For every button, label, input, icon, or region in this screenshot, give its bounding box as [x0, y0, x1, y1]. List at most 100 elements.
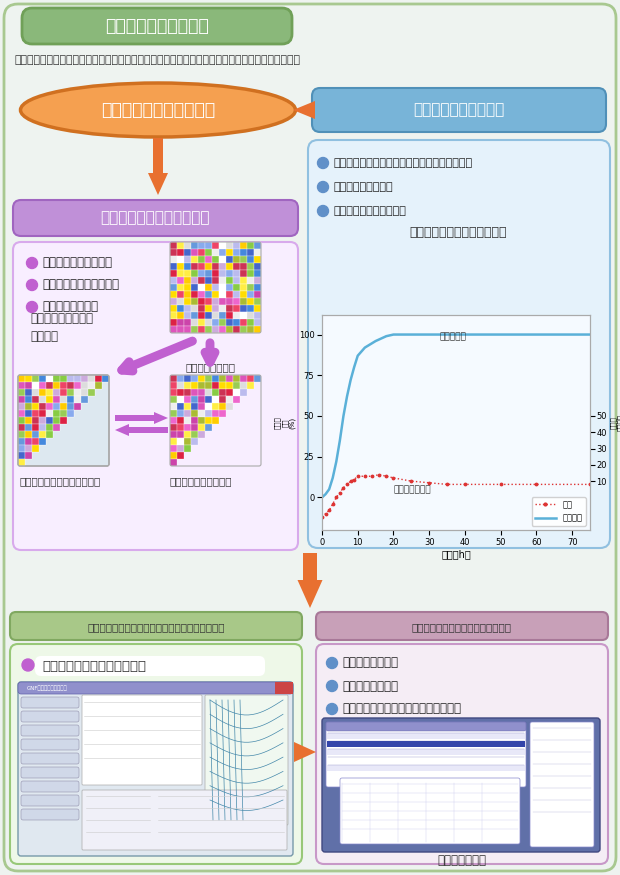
- Bar: [74, 382, 81, 388]
- Bar: [81, 375, 87, 382]
- Bar: [53, 375, 60, 382]
- Bar: [226, 242, 232, 248]
- Bar: [74, 403, 81, 410]
- Text: 燃料シャッフリング
計画の例: 燃料シャッフリング 計画の例: [30, 312, 93, 344]
- Bar: [233, 242, 239, 248]
- Bar: [170, 249, 177, 255]
- Bar: [170, 417, 177, 424]
- Bar: [67, 389, 74, 396]
- Bar: [191, 284, 198, 290]
- Bar: [226, 375, 232, 382]
- Bar: [198, 319, 205, 326]
- Bar: [191, 312, 198, 318]
- Text: 運転データの評価・検討: 運転データの評価・検討: [333, 206, 406, 216]
- FancyBboxPatch shape: [82, 695, 202, 785]
- Bar: [25, 396, 32, 402]
- Bar: [226, 403, 232, 410]
- Bar: [212, 312, 218, 318]
- Text: 追跡計算結果の例（起動時）: 追跡計算結果の例（起動時）: [409, 226, 507, 239]
- Bar: [205, 389, 211, 396]
- Bar: [303, 553, 317, 580]
- Bar: [177, 445, 184, 452]
- Bar: [170, 410, 177, 416]
- Bar: [39, 375, 45, 382]
- Bar: [39, 396, 45, 402]
- Bar: [177, 277, 184, 284]
- Bar: [25, 403, 32, 410]
- Bar: [205, 326, 211, 332]
- Bar: [74, 389, 81, 396]
- Bar: [32, 445, 38, 452]
- Bar: [25, 396, 32, 402]
- Bar: [191, 438, 198, 444]
- Bar: [53, 424, 60, 430]
- Bar: [18, 389, 25, 396]
- FancyBboxPatch shape: [13, 200, 298, 236]
- Bar: [219, 263, 226, 270]
- Text: サイクル運転計畑の決定: サイクル運転計畑の決定: [101, 101, 215, 119]
- Bar: [39, 410, 45, 416]
- Bar: [32, 375, 38, 382]
- Bar: [191, 326, 198, 332]
- Bar: [153, 138, 163, 173]
- Polygon shape: [293, 101, 315, 119]
- Bar: [219, 249, 226, 255]
- Bar: [254, 312, 260, 318]
- Text: ３次元炉心運転管理システム: ３次元炉心運転管理システム: [42, 660, 146, 673]
- FancyBboxPatch shape: [22, 8, 292, 44]
- Bar: [219, 403, 226, 410]
- Bar: [170, 431, 177, 438]
- Bar: [247, 298, 254, 304]
- Bar: [212, 249, 218, 255]
- Bar: [212, 319, 218, 326]
- Bar: [53, 375, 60, 382]
- Bar: [184, 242, 190, 248]
- Bar: [184, 375, 190, 382]
- Bar: [46, 417, 53, 424]
- Bar: [219, 326, 226, 332]
- Bar: [170, 242, 177, 248]
- FancyBboxPatch shape: [21, 725, 79, 736]
- Bar: [212, 298, 218, 304]
- Bar: [32, 382, 38, 388]
- Bar: [25, 417, 32, 424]
- Bar: [212, 382, 218, 388]
- Bar: [39, 396, 45, 402]
- Y-axis label: 発電機
出力
(%): 発電機 出力 (%): [274, 416, 296, 429]
- Bar: [233, 312, 239, 318]
- Bar: [170, 424, 177, 430]
- FancyBboxPatch shape: [530, 722, 594, 847]
- Bar: [240, 375, 247, 382]
- FancyBboxPatch shape: [316, 612, 608, 640]
- Bar: [170, 270, 177, 276]
- Bar: [46, 389, 53, 396]
- Bar: [191, 403, 198, 410]
- Bar: [25, 382, 32, 388]
- Bar: [205, 291, 211, 298]
- Bar: [74, 396, 81, 402]
- Text: 最大線出力密度: 最大線出力密度: [394, 486, 431, 494]
- Bar: [240, 312, 247, 318]
- Bar: [219, 382, 226, 388]
- Bar: [184, 431, 190, 438]
- Text: 炉心内燃料配置計画作成: 炉心内燃料配置計画作成: [42, 278, 119, 291]
- Bar: [219, 305, 226, 312]
- Text: 炉心燃焼計画・出力調整手順の作成: 炉心燃焼計画・出力調整手順の作成: [412, 622, 512, 632]
- Bar: [191, 319, 198, 326]
- Bar: [177, 298, 184, 304]
- Bar: [184, 389, 190, 396]
- Bar: [46, 431, 53, 438]
- Bar: [32, 438, 38, 444]
- Bar: [88, 382, 94, 388]
- Bar: [177, 431, 184, 438]
- Bar: [198, 305, 205, 312]
- Bar: [60, 389, 66, 396]
- Bar: [39, 403, 45, 410]
- Bar: [81, 382, 87, 388]
- Text: GNF原子力発電第５号機: GNF原子力発電第５号機: [27, 685, 68, 690]
- FancyBboxPatch shape: [18, 682, 293, 694]
- Bar: [39, 438, 45, 444]
- Bar: [205, 305, 211, 312]
- Bar: [170, 396, 177, 402]
- Bar: [191, 431, 198, 438]
